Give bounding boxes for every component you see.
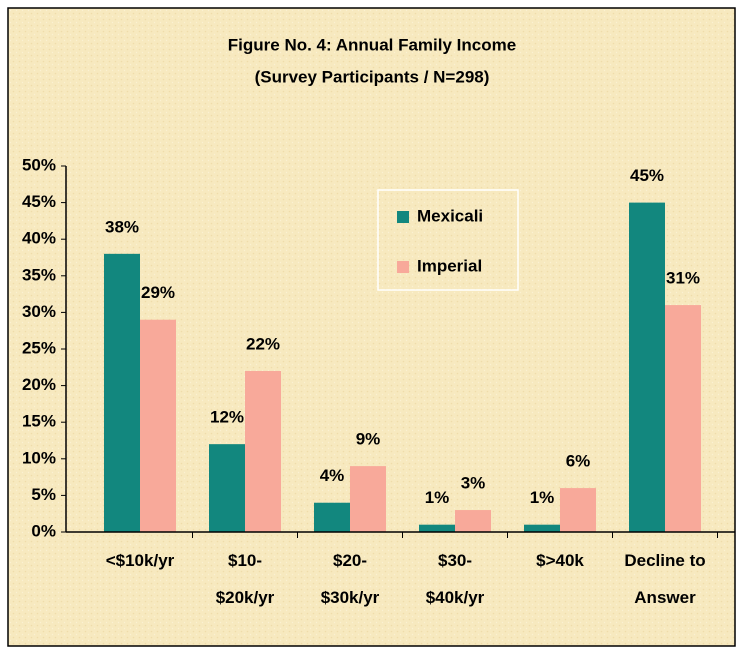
x-tick-label: <$10k/yr	[106, 551, 175, 570]
value-label: 9%	[356, 430, 381, 449]
bar	[314, 502, 350, 532]
y-tick-label: 30%	[22, 302, 56, 321]
bar	[560, 488, 596, 532]
y-tick-label: 15%	[22, 412, 56, 431]
bar	[140, 319, 176, 532]
x-tick-label: $10-$20k/yr	[216, 551, 275, 607]
bar	[350, 466, 386, 532]
value-label: 22%	[246, 334, 280, 353]
legend-label: Imperial	[417, 256, 482, 275]
value-label: 1%	[425, 488, 450, 507]
x-tick-label: $20-$30k/yr	[321, 551, 380, 607]
bar	[104, 253, 140, 532]
y-tick-label: 50%	[22, 155, 56, 174]
y-tick-label: 0%	[31, 521, 56, 540]
x-tick-label: Decline to Answer	[624, 551, 705, 607]
y-tick-label: 35%	[22, 265, 56, 284]
bar	[455, 510, 491, 532]
y-tick-label: 40%	[22, 229, 56, 248]
bar	[665, 305, 701, 532]
legend-swatch	[397, 261, 409, 273]
value-label: 3%	[461, 474, 486, 493]
y-tick-label: 20%	[22, 375, 56, 394]
y-tick-label: 45%	[22, 192, 56, 211]
chart-title: Figure No. 4: Annual Family Income	[228, 35, 516, 54]
value-label: 45%	[630, 166, 664, 185]
y-tick-label: 25%	[22, 338, 56, 357]
x-tick-label: $30-$40k/yr	[426, 551, 485, 607]
bar	[419, 524, 455, 532]
x-tick-label: $>40k	[536, 551, 584, 570]
y-tick-label: 10%	[22, 448, 56, 467]
value-label: 1%	[530, 488, 555, 507]
value-label: 38%	[105, 217, 139, 236]
bar	[524, 524, 560, 532]
chart-subtitle: (Survey Participants / N=298)	[255, 67, 490, 86]
legend-label: Mexicali	[417, 206, 483, 225]
value-label: 12%	[210, 408, 244, 427]
value-label: 31%	[666, 269, 700, 288]
value-label: 4%	[320, 466, 345, 485]
value-label: 29%	[141, 283, 175, 302]
y-tick-label: 5%	[31, 485, 56, 504]
legend-swatch	[397, 211, 409, 223]
legend	[377, 189, 519, 291]
value-label: 6%	[566, 452, 591, 471]
bar	[245, 370, 281, 532]
bar	[209, 444, 245, 532]
bar	[629, 202, 665, 532]
